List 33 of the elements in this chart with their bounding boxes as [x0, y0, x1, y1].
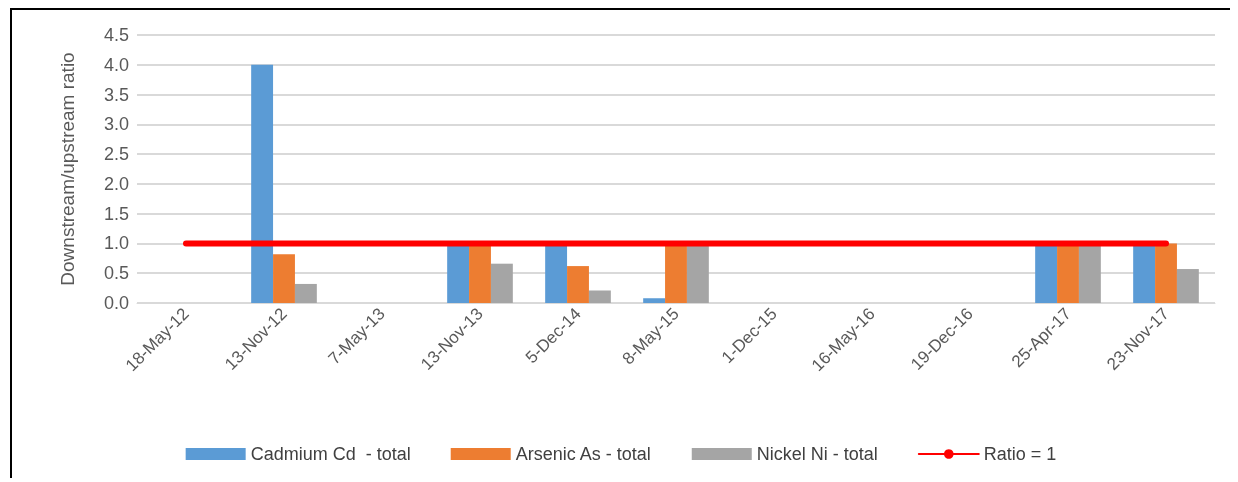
y-tick-label: 0.5	[103, 263, 129, 284]
y-tick-label: 2.0	[103, 173, 129, 194]
y-axis-title: Downstream/upstream ratio	[57, 52, 78, 286]
bar	[545, 243, 568, 303]
legend-label: Ratio = 1	[983, 444, 1057, 464]
bar	[567, 266, 589, 303]
y-tick-label: 1.0	[103, 233, 129, 254]
bar	[447, 243, 470, 303]
legend-label: Arsenic As - total	[515, 444, 651, 464]
y-tick-label: 0.0	[103, 293, 129, 313]
y-tick-label: 4.5	[103, 25, 129, 45]
bar	[1155, 243, 1177, 303]
bar	[469, 243, 491, 303]
bar	[1078, 243, 1101, 303]
bar	[1035, 243, 1058, 303]
y-tick-label: 2.5	[103, 144, 129, 165]
bar	[686, 243, 709, 303]
bar	[1176, 269, 1199, 303]
bar	[665, 243, 687, 303]
legend-label: Nickel Ni - total	[756, 444, 878, 464]
bar	[273, 254, 295, 303]
y-tick-label: 3.5	[103, 84, 129, 105]
bar	[490, 263, 513, 303]
bar	[294, 283, 317, 303]
bar	[1057, 243, 1079, 303]
bar	[643, 298, 666, 303]
y-tick-label: 1.5	[103, 203, 129, 224]
y-tick-label: 4.0	[103, 54, 129, 75]
bar	[588, 290, 611, 303]
y-tick-label: 3.0	[103, 114, 129, 135]
legend-label: Cadmium Cd - total	[250, 444, 411, 464]
bar	[251, 64, 274, 303]
bar	[1133, 243, 1156, 303]
